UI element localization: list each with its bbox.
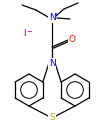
Text: −: − — [26, 29, 32, 35]
Text: S: S — [49, 114, 55, 122]
Text: O: O — [68, 35, 75, 43]
Text: +: + — [53, 12, 58, 17]
Text: N: N — [49, 13, 55, 23]
Text: N: N — [49, 58, 55, 68]
Text: I: I — [23, 29, 25, 39]
